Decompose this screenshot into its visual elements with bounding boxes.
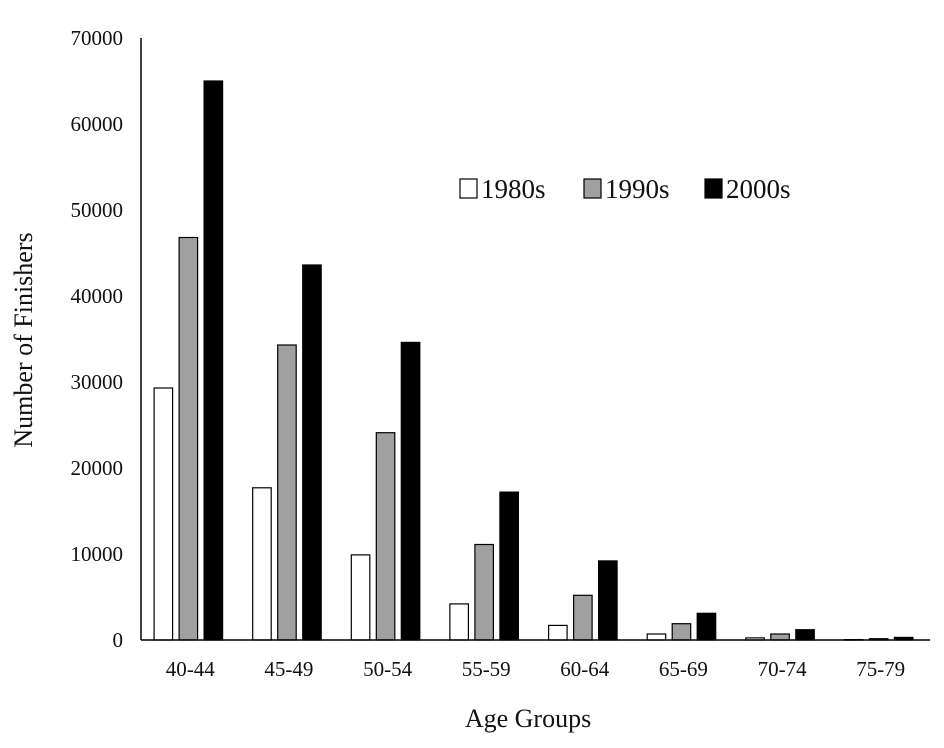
bar-1980s-45-49 bbox=[252, 487, 272, 641]
x-tick-label: 70-74 bbox=[758, 657, 807, 681]
x-tick-label: 75-79 bbox=[856, 657, 905, 681]
legend-swatch-2000s bbox=[704, 178, 723, 199]
bar-1990s-65-69 bbox=[671, 623, 692, 641]
x-tick-label: 60-64 bbox=[560, 657, 609, 681]
y-tick-label: 20000 bbox=[71, 456, 124, 480]
bars bbox=[153, 80, 914, 641]
bar-1990s-40-44 bbox=[178, 236, 199, 641]
y-tick-label: 40000 bbox=[71, 284, 124, 308]
bar-2000s-70-74 bbox=[795, 629, 815, 641]
bar-2000s-50-54 bbox=[400, 341, 421, 641]
bar-1990s-55-59 bbox=[474, 543, 494, 641]
bar-1980s-60-64 bbox=[547, 624, 568, 641]
bar-2000s-60-64 bbox=[597, 560, 618, 641]
y-tick-label: 10000 bbox=[71, 542, 124, 566]
bar-1980s-65-69 bbox=[646, 633, 667, 641]
x-tick-label: 65-69 bbox=[659, 657, 708, 681]
legend-label-1990s: 1990s bbox=[605, 174, 670, 204]
legend-label-1980s: 1980s bbox=[481, 174, 546, 204]
bar-1990s-50-54 bbox=[375, 432, 396, 641]
y-tick-label: 0 bbox=[113, 628, 124, 652]
bar-2000s-40-44 bbox=[203, 80, 224, 641]
bar-1980s-50-54 bbox=[350, 554, 371, 641]
x-axis-title: Age Groups bbox=[465, 704, 591, 733]
legend-swatch-1990s bbox=[583, 178, 602, 199]
y-axis-title: Number of Finishers bbox=[9, 232, 38, 447]
y-tick-label: 30000 bbox=[71, 370, 124, 394]
x-tick-label: 50-54 bbox=[363, 657, 412, 681]
y-tick-label: 60000 bbox=[71, 112, 124, 136]
legend: 1980s 1990s 2000s bbox=[459, 174, 791, 204]
bar-1990s-70-74 bbox=[770, 633, 790, 641]
bar-2000s-65-69 bbox=[696, 612, 717, 641]
bar-1990s-45-49 bbox=[277, 344, 297, 641]
legend-swatch-1980s bbox=[459, 178, 478, 199]
y-tick-label: 70000 bbox=[71, 26, 124, 50]
x-tick-label: 55-59 bbox=[462, 657, 511, 681]
legend-label-2000s: 2000s bbox=[726, 174, 791, 204]
bar-2000s-55-59 bbox=[499, 491, 519, 641]
bar-1980s-55-59 bbox=[449, 603, 469, 641]
bar-2000s-45-49 bbox=[302, 264, 322, 641]
y-tick-label: 50000 bbox=[71, 198, 124, 222]
x-axis-tick-labels: 40-44 45-49 50-54 55-59 60-64 65-69 70-74 75-79 bbox=[166, 657, 905, 681]
x-tick-label: 45-49 bbox=[264, 657, 313, 681]
bar-1980s-40-44 bbox=[153, 387, 174, 641]
y-axis-ticks: 0 10000 20000 30000 40000 50000 60000 70000 bbox=[71, 26, 124, 652]
bar-1990s-60-64 bbox=[572, 594, 593, 641]
x-tick-label: 40-44 bbox=[166, 657, 215, 681]
